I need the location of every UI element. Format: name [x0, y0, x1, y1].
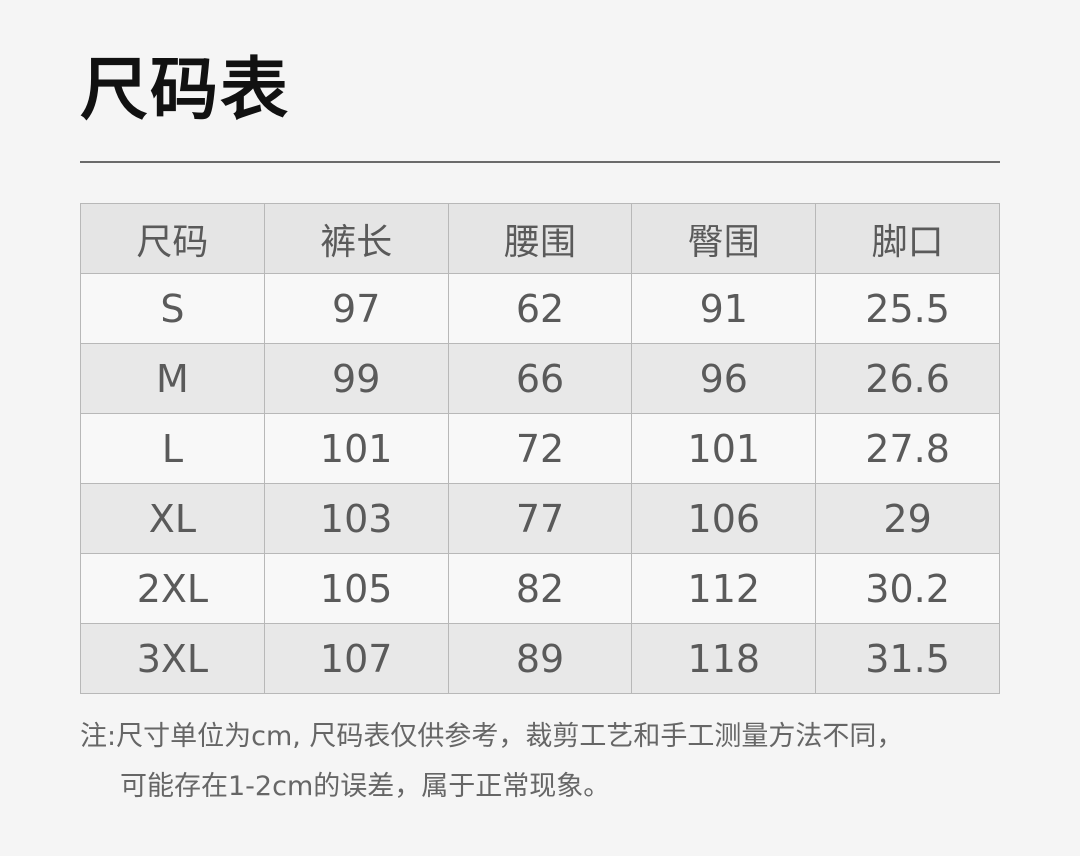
table-cell: 112: [631, 553, 817, 624]
table-cell: 27.8: [815, 413, 1000, 484]
table-cell: 101: [631, 413, 817, 484]
table-cell: 101: [263, 413, 449, 484]
table-row: M 99 66 96 26.6: [80, 343, 1000, 414]
table-cell: 105: [263, 553, 449, 624]
table-cell: M: [80, 343, 265, 414]
column-header: 裤长: [263, 203, 449, 274]
page-title: 尺码表: [80, 51, 291, 130]
size-note: 注:尺寸单位为cm, 尺码表仅供参考，裁剪工艺和手工测量方法不同， 可能存在1-…: [80, 712, 903, 812]
table-cell: 89: [447, 623, 633, 694]
table-cell: 62: [447, 273, 633, 344]
table-cell: 3XL: [80, 623, 265, 694]
table-cell: 118: [631, 623, 817, 694]
table-row: XL 103 77 106 29: [80, 483, 1000, 554]
table-cell: 106: [631, 483, 817, 554]
table-cell: 25.5: [815, 273, 1000, 344]
table-cell: 30.2: [815, 553, 1000, 624]
table-cell: 77: [447, 483, 633, 554]
column-header: 脚口: [815, 203, 1000, 274]
size-table: 尺码 裤长 腰围 臀围 脚口 S 97 62 91 25.5 M 99 66 96 26.6 L 101 72 1…: [80, 203, 1000, 694]
table-cell: 97: [263, 273, 449, 344]
column-header: 尺码: [80, 203, 265, 274]
table-header-row: 尺码 裤长 腰围 臀围 脚口: [80, 203, 1000, 274]
table-row: L 101 72 101 27.8: [80, 413, 1000, 484]
table-cell: 82: [447, 553, 633, 624]
column-header: 臀围: [631, 203, 817, 274]
table-cell: L: [80, 413, 265, 484]
table-cell: 29: [815, 483, 1000, 554]
table-cell: S: [80, 273, 265, 344]
table-row: 2XL 105 82 112 30.2: [80, 553, 1000, 624]
table-cell: 26.6: [815, 343, 1000, 414]
table-cell: XL: [80, 483, 265, 554]
table-cell: 72: [447, 413, 633, 484]
table-cell: 96: [631, 343, 817, 414]
table-row: 3XL 107 89 118 31.5: [80, 623, 1000, 694]
column-header: 腰围: [447, 203, 633, 274]
note-line-2: 可能存在1-2cm的误差，属于正常现象。: [120, 771, 611, 802]
table-cell: 31.5: [815, 623, 1000, 694]
table-cell: 91: [631, 273, 817, 344]
table-cell: 66: [447, 343, 633, 414]
table-cell: 107: [263, 623, 449, 694]
table-row: S 97 62 91 25.5: [80, 273, 1000, 344]
table-cell: 2XL: [80, 553, 265, 624]
table-cell: 99: [263, 343, 449, 414]
title-divider: [80, 161, 1000, 163]
note-line-1: 注:尺寸单位为cm, 尺码表仅供参考，裁剪工艺和手工测量方法不同，: [80, 721, 904, 752]
table-cell: 103: [263, 483, 449, 554]
